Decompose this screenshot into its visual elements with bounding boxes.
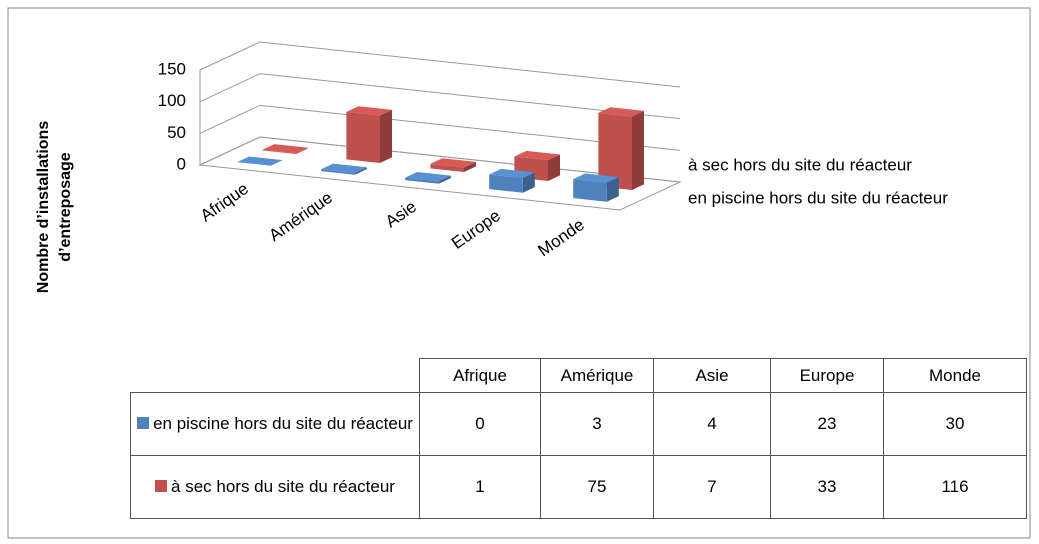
- bar-side: [438, 175, 451, 184]
- table-corner: [130, 358, 420, 393]
- bar-side: [296, 147, 308, 154]
- bar: [346, 106, 392, 163]
- bar-top: [598, 107, 644, 117]
- plot-area: 0 50 100 150 Afrique Amérique Asie Europe Monde à…: [158, 41, 948, 260]
- legend-swatch: [137, 417, 150, 429]
- bar: [321, 163, 367, 175]
- bar-top: [262, 144, 308, 154]
- grid-line: [199, 73, 681, 120]
- bar-front: [489, 174, 523, 193]
- series-name: en piscine hors du site du réacteur: [153, 414, 413, 433]
- bar-side: [606, 177, 619, 202]
- x-tick-label: Asie: [382, 197, 420, 232]
- table-cell: 30: [883, 392, 1027, 456]
- bar-side: [522, 172, 535, 193]
- y-tick-label: 0: [177, 154, 186, 173]
- y-tick-label: 50: [167, 123, 186, 142]
- bar-front: [430, 163, 464, 172]
- bar: [598, 107, 644, 190]
- bar-top: [237, 156, 283, 166]
- table-cell: 1: [419, 455, 541, 519]
- table-cell: 7: [653, 455, 771, 519]
- chart-border: [7, 7, 1031, 539]
- y-axis-label: Nombre d’installations d’entreposage: [35, 120, 74, 294]
- table-cell: 0: [419, 392, 541, 456]
- table-header-row: Afrique Amérique Asie Europe Monde: [130, 358, 1027, 393]
- bar: [430, 158, 476, 172]
- y-tick-label: 100: [158, 91, 186, 110]
- table-cell: 4: [653, 392, 771, 456]
- bar-top: [405, 171, 451, 182]
- legend-label: en piscine hors du site du réacteur: [688, 188, 948, 207]
- table-row-header: en piscine hors du site du réacteur: [130, 392, 420, 456]
- bar-top: [514, 150, 560, 161]
- y-tick-label: 150: [158, 59, 186, 78]
- bar: [573, 173, 619, 202]
- bar-side: [380, 109, 392, 163]
- bar-side: [464, 161, 476, 172]
- bar: [489, 168, 535, 193]
- bar-front: [598, 112, 632, 190]
- bar: [262, 144, 308, 154]
- bar-top: [321, 163, 367, 173]
- table-header-cell: Monde: [883, 358, 1027, 393]
- table-cell: 116: [883, 455, 1027, 519]
- table-cell: 75: [540, 455, 654, 519]
- table-row: à sec hors du site du réacteur 1 75 7 33 116: [130, 455, 1027, 519]
- grid-line: [199, 104, 681, 151]
- bar-front: [573, 179, 607, 202]
- x-tick-label: Europe: [448, 206, 504, 253]
- bar-side: [548, 154, 560, 181]
- bar-front: [321, 169, 355, 175]
- x-tick-label: Monde: [534, 215, 587, 260]
- bar-top: [573, 173, 619, 183]
- x-tick-label: Amérique: [265, 188, 336, 245]
- table-cell: 3: [540, 392, 654, 456]
- bar: [237, 156, 283, 166]
- table-cell: 23: [770, 392, 884, 456]
- bar: [514, 150, 560, 181]
- bar-front: [262, 149, 296, 154]
- table-header-cell: Amérique: [540, 358, 654, 393]
- bar-side: [632, 110, 644, 190]
- legend-swatch: [155, 480, 168, 492]
- bar-top: [346, 106, 392, 116]
- table-row-header: à sec hors du site du réacteur: [130, 455, 420, 519]
- data-table: Afrique Amérique Asie Europe Monde en piscine…: [130, 358, 1027, 519]
- x-tick-label: Afrique: [197, 179, 252, 225]
- series-name: à sec hors du site du réacteur: [171, 477, 395, 496]
- bar-front: [405, 177, 439, 184]
- table-header-cell: Europe: [770, 358, 884, 393]
- legend-label: à sec hors du site du réacteur: [688, 155, 912, 174]
- table-header-cell: Afrique: [419, 358, 541, 393]
- table-row: en piscine hors du site du réacteur 0 3 4 23…: [130, 392, 1027, 456]
- bar-top: [489, 168, 535, 179]
- bar-side: [354, 167, 367, 175]
- bar-front: [346, 111, 380, 163]
- bar-top: [430, 158, 476, 168]
- table-cell: 33: [770, 455, 884, 519]
- table-header-cell: Asie: [653, 358, 771, 393]
- bar: [405, 171, 451, 184]
- grid-line: [199, 41, 681, 88]
